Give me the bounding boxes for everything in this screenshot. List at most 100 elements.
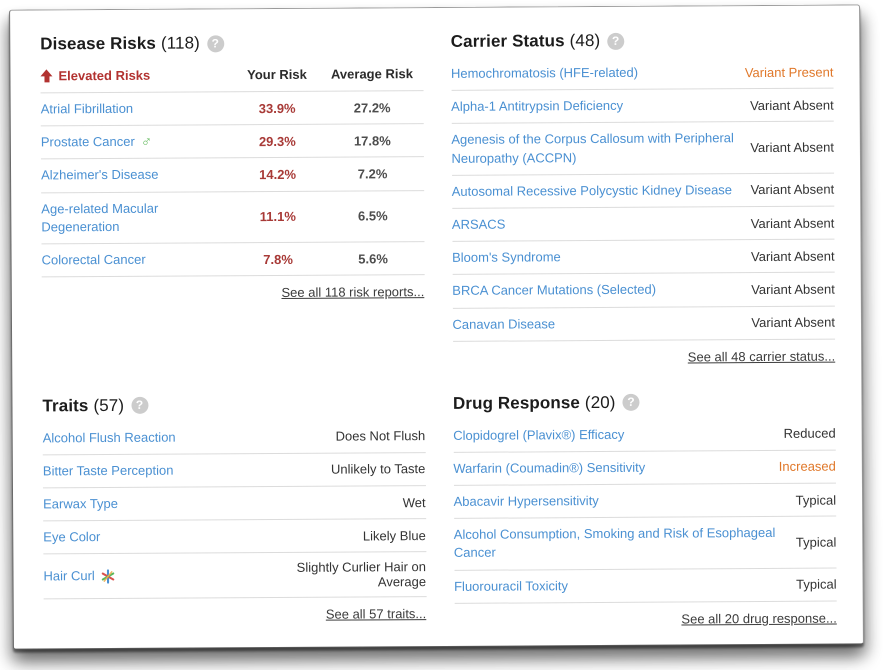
report-link[interactable]: Clopidogrel (Plavix®) Efficacy bbox=[453, 426, 625, 443]
report-link[interactable]: Atrial Fibrillation bbox=[40, 100, 134, 117]
male-icon: ♂ bbox=[140, 133, 153, 151]
average-risk-value: 27.2% bbox=[353, 99, 391, 116]
report-link[interactable]: Earwax Type bbox=[43, 496, 119, 512]
report-link[interactable]: Bloom's Syndrome bbox=[452, 249, 561, 266]
your-risk-value: 7.8% bbox=[263, 251, 293, 267]
see-all-risk-reports-link[interactable]: See all 118 risk reports... bbox=[281, 284, 425, 301]
average-risk-value: 7.2% bbox=[357, 166, 388, 182]
drug-response-value: Typical bbox=[796, 576, 837, 593]
your-risk-value: 14.2% bbox=[259, 166, 297, 183]
panel-title-text: Traits bbox=[42, 395, 89, 416]
your-risk-value: 29.3% bbox=[258, 133, 296, 149]
help-icon[interactable]: ? bbox=[622, 393, 640, 412]
report-link[interactable]: Fluorouracil Toxicity bbox=[454, 577, 569, 594]
your-risk-value: 11.1% bbox=[259, 209, 296, 225]
average-risk-header: Average Risk bbox=[330, 66, 413, 82]
table-row: Earwax Type Wet bbox=[42, 486, 426, 522]
report-link[interactable]: Alzheimer's Disease bbox=[41, 167, 159, 183]
your-risk-value: 33.9% bbox=[258, 100, 296, 116]
table-row: Prostate Cancer ♂ 29.3% 17.8% bbox=[40, 123, 424, 159]
table-row: Alzheimer's Disease 14.2% 7.2% bbox=[40, 156, 424, 192]
see-all-carrier-status-link[interactable]: See all 48 carrier status... bbox=[687, 348, 836, 365]
disease-risks-table-header: Elevated Risks Your Risk Average Risk bbox=[40, 58, 423, 92]
report-link[interactable]: Autosomal Recessive Polycystic Kidney Di… bbox=[451, 181, 733, 199]
drug-response-value: Typical bbox=[795, 492, 837, 508]
table-row: Hemochromatosis (HFE-related) Variant Pr… bbox=[450, 55, 834, 92]
help-icon[interactable]: ? bbox=[206, 34, 224, 52]
your-risk-header: Your Risk bbox=[247, 66, 307, 83]
report-link[interactable]: Hemochromatosis (HFE-related) bbox=[450, 64, 639, 81]
help-icon[interactable]: ? bbox=[607, 32, 625, 50]
table-row: Abacavir Hypersensitivity Typical bbox=[453, 483, 837, 520]
report-link[interactable]: Agenesis of the Corpus Callosum with Per… bbox=[451, 130, 734, 166]
table-row: BRCA Cancer Mutations (Selected) Variant… bbox=[452, 272, 835, 309]
table-row: Alpha-1 Antitrypsin Deficiency Variant A… bbox=[451, 88, 834, 125]
panel-count: (48) bbox=[569, 30, 601, 51]
report-link[interactable]: Hair Curl bbox=[43, 568, 95, 584]
see-all-traits-link[interactable]: See all 57 traits... bbox=[325, 606, 427, 623]
status-badge: Variant Absent bbox=[750, 139, 834, 156]
elevated-risks-label: Elevated Risks bbox=[58, 67, 151, 84]
traits-panel: Traits (57) ? Alcohol Flush Reaction Doe… bbox=[42, 394, 426, 624]
table-row: Canavan Disease Variant Absent bbox=[452, 306, 836, 342]
average-risk-value: 6.5% bbox=[357, 208, 388, 224]
carrier-status-panel: Carrier Status (48) ? Hemochromatosis (H… bbox=[451, 30, 836, 366]
table-row: ARSACS Variant Absent bbox=[451, 206, 835, 243]
elevated-risks-header: Elevated Risks bbox=[40, 67, 233, 84]
see-all-drug-response-link[interactable]: See all 20 drug response... bbox=[681, 610, 837, 627]
disease-risks-title: Disease Risks (118) ? bbox=[40, 32, 423, 54]
average-risk-value: 5.6% bbox=[358, 250, 388, 267]
status-badge: Variant Absent bbox=[750, 97, 834, 113]
report-link[interactable]: Alcohol Flush Reaction bbox=[42, 429, 176, 446]
drug-response-panel: Drug Response (20) ? Clopidogrel (Plavix… bbox=[453, 391, 837, 627]
report-link[interactable]: Canavan Disease bbox=[452, 315, 556, 332]
status-badge: Variant Absent bbox=[750, 248, 835, 264]
up-arrow-icon bbox=[40, 69, 52, 82]
report-link[interactable]: Colorectal Cancer bbox=[41, 251, 146, 268]
table-row: Age-related Macular Degeneration 11.1% 6… bbox=[41, 189, 424, 244]
report-link[interactable]: Prostate Cancer bbox=[40, 134, 135, 150]
drug-response-value: Typical bbox=[795, 534, 837, 550]
report-link[interactable]: Alpha-1 Antitrypsin Deficiency bbox=[451, 98, 624, 115]
table-row: Alcohol Flush Reaction Does Not Flush bbox=[42, 419, 426, 456]
report-link[interactable]: Eye Color bbox=[43, 529, 101, 545]
see-all-row: See all 57 traits... bbox=[44, 598, 427, 624]
panel-title-text: Carrier Status bbox=[450, 31, 565, 51]
report-link[interactable]: Abacavir Hypersensitivity bbox=[453, 493, 599, 509]
drug-response-title: Drug Response (20) ? bbox=[453, 391, 836, 413]
table-row: Agenesis of the Corpus Callosum with Per… bbox=[451, 121, 835, 176]
health-overview-card: Disease Risks (118) ? Elevated Risks You… bbox=[9, 4, 864, 650]
see-all-row: See all 118 risk reports... bbox=[41, 274, 425, 302]
panel-title-text: Drug Response bbox=[452, 392, 580, 413]
report-link[interactable]: Age-related Macular Degeneration bbox=[41, 200, 159, 235]
table-row: Hair Curl Slightly Curlier Hair on Avera… bbox=[43, 552, 427, 600]
see-all-row: See all 20 drug response... bbox=[454, 601, 837, 627]
table-row: Bitter Taste Perception Unlikely to Tast… bbox=[42, 452, 426, 489]
traits-title: Traits (57) ? bbox=[42, 394, 425, 416]
trait-value: Does Not Flush bbox=[335, 428, 426, 444]
trait-value: Unlikely to Taste bbox=[330, 461, 426, 478]
trait-value: Wet bbox=[402, 494, 426, 510]
panels-grid: Disease Risks (118) ? Elevated Risks You… bbox=[40, 30, 837, 631]
table-row: Autosomal Recessive Polycystic Kidney Di… bbox=[451, 173, 835, 209]
table-row: Bloom's Syndrome Variant Absent bbox=[451, 239, 835, 276]
report-link[interactable]: Alcohol Consumption, Smoking and Risk of… bbox=[453, 525, 776, 561]
table-row: Colorectal Cancer 7.8% 5.6% bbox=[41, 241, 425, 277]
trait-value: Likely Blue bbox=[362, 527, 426, 544]
status-badge: Variant Absent bbox=[750, 181, 835, 198]
table-row: Clopidogrel (Plavix®) Efficacy Reduced bbox=[453, 417, 836, 453]
status-badge: Variant Absent bbox=[751, 314, 836, 331]
report-link[interactable]: Warfarin (Coumadin®) Sensitivity bbox=[453, 459, 646, 476]
average-risk-value: 17.8% bbox=[353, 133, 391, 149]
panel-title-text: Disease Risks bbox=[40, 33, 156, 54]
report-link[interactable]: ARSACS bbox=[451, 216, 506, 232]
trait-value: Slightly Curlier Hair on Average bbox=[296, 559, 427, 590]
report-link[interactable]: BRCA Cancer Mutations (Selected) bbox=[452, 281, 657, 299]
status-badge: Variant Absent bbox=[751, 281, 835, 297]
research-star-icon bbox=[102, 569, 115, 584]
table-row: Atrial Fibrillation 33.9% 27.2% bbox=[40, 90, 424, 126]
report-link[interactable]: Bitter Taste Perception bbox=[42, 462, 174, 479]
drug-response-value: Increased bbox=[778, 459, 836, 475]
panel-count: (20) bbox=[584, 392, 616, 412]
help-icon[interactable]: ? bbox=[131, 396, 149, 415]
